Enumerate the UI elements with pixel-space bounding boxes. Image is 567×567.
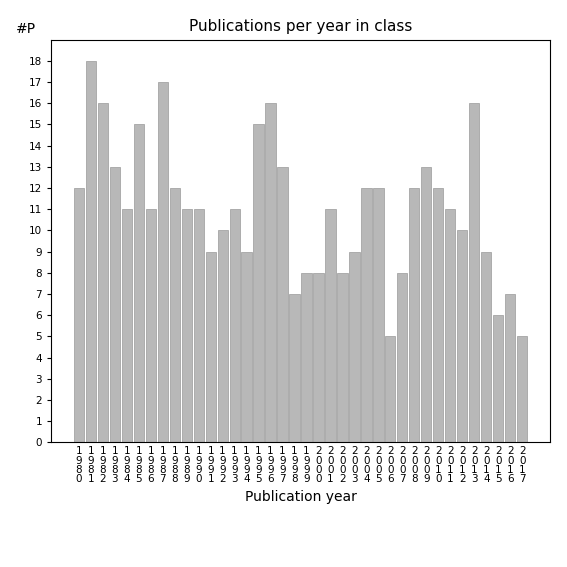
Bar xyxy=(373,188,383,442)
Bar xyxy=(265,103,276,442)
Bar xyxy=(289,294,299,442)
Bar xyxy=(74,188,84,442)
Bar xyxy=(218,230,228,442)
Bar xyxy=(277,167,287,442)
Bar xyxy=(493,315,503,442)
Bar xyxy=(505,294,515,442)
Bar xyxy=(517,336,527,442)
Bar xyxy=(158,82,168,442)
Bar xyxy=(193,209,204,442)
Bar xyxy=(409,188,420,442)
Bar xyxy=(314,273,324,442)
Bar xyxy=(98,103,108,442)
Bar xyxy=(302,273,312,442)
Text: #P: #P xyxy=(16,22,36,36)
Bar xyxy=(230,209,240,442)
Bar xyxy=(457,230,467,442)
Bar xyxy=(205,252,215,442)
Bar xyxy=(386,336,396,442)
Bar xyxy=(134,124,144,442)
Bar xyxy=(325,209,336,442)
Bar xyxy=(109,167,120,442)
Bar xyxy=(349,252,359,442)
Bar xyxy=(122,209,132,442)
Bar xyxy=(337,273,348,442)
Bar xyxy=(469,103,479,442)
Bar xyxy=(170,188,180,442)
Bar xyxy=(397,273,408,442)
Bar xyxy=(433,188,443,442)
Bar xyxy=(481,252,492,442)
X-axis label: Publication year: Publication year xyxy=(244,489,357,503)
Bar xyxy=(253,124,264,442)
Bar xyxy=(361,188,371,442)
Bar xyxy=(181,209,192,442)
Bar xyxy=(242,252,252,442)
Bar xyxy=(86,61,96,442)
Bar xyxy=(445,209,455,442)
Bar xyxy=(421,167,431,442)
Title: Publications per year in class: Publications per year in class xyxy=(189,19,412,35)
Bar xyxy=(146,209,156,442)
